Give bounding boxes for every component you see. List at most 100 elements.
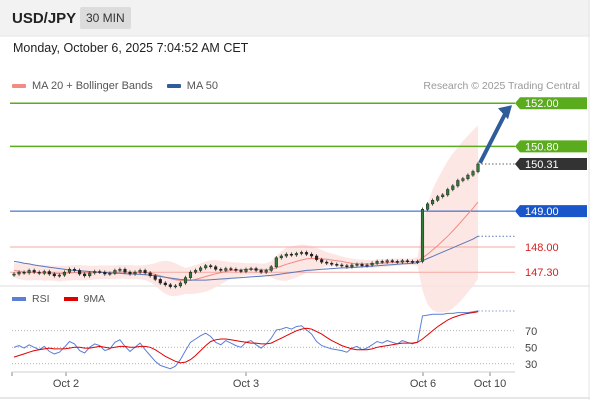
candle <box>153 274 157 282</box>
candle <box>103 270 107 276</box>
candle <box>123 267 127 275</box>
candle <box>431 198 435 206</box>
candle-body <box>163 282 167 286</box>
candle-body <box>123 269 127 273</box>
candle <box>72 267 77 273</box>
level-tag-150-80: 150.80 <box>515 140 587 153</box>
level-tag-150-31: 150.31 <box>515 157 587 171</box>
rsi-tick-label-50: 50 <box>525 342 537 354</box>
interval-badge[interactable]: 30 MIN <box>80 7 131 29</box>
legend-swatch-ma50 <box>166 84 181 88</box>
candle-body <box>360 264 364 266</box>
candle-body <box>441 194 445 197</box>
candle-body <box>17 271 21 275</box>
candle <box>345 263 349 269</box>
candle-body <box>315 255 319 260</box>
candle-body <box>380 261 384 263</box>
candle-body <box>410 261 414 263</box>
candle-body <box>133 271 137 275</box>
rsi-series-9ma <box>13 311 479 364</box>
candle-body <box>375 261 379 264</box>
candle <box>330 261 334 267</box>
candle-body <box>67 269 72 273</box>
candle-body <box>395 261 399 263</box>
level-tag-152-00: 152.00 <box>515 97 587 110</box>
candle-body <box>143 270 147 274</box>
candle <box>83 272 87 278</box>
candle-body <box>138 270 142 273</box>
rsi-legend: RSI 9MA <box>12 293 119 305</box>
candle <box>128 270 132 276</box>
legend-label-rsi: RSI <box>32 293 50 305</box>
candle-body <box>415 261 420 263</box>
candle-body <box>78 270 82 275</box>
candle-body <box>27 270 31 274</box>
candle-body <box>325 261 329 264</box>
candle-body <box>340 264 344 267</box>
level-tag-147-30: 147.30 <box>525 267 559 279</box>
candle-body <box>249 268 253 270</box>
candle-body <box>224 268 228 271</box>
candle-body <box>234 269 238 271</box>
candle <box>163 281 167 287</box>
level-tag-text: 150.31 <box>525 159 559 171</box>
candle-body <box>47 271 51 275</box>
level-tag-bg <box>515 157 587 170</box>
candle-body <box>335 264 339 266</box>
candle <box>380 259 384 264</box>
rsi-tick-label-70: 70 <box>525 326 537 338</box>
candle <box>471 169 475 177</box>
candle-body <box>57 274 61 277</box>
candle <box>62 270 66 277</box>
candle <box>340 263 344 268</box>
candle-body <box>214 266 218 270</box>
candle <box>47 269 51 276</box>
candle <box>259 268 263 275</box>
candle <box>294 251 298 257</box>
candle <box>67 267 72 275</box>
candle-body <box>204 265 208 269</box>
candle <box>183 275 188 285</box>
candle-body <box>219 269 223 271</box>
candle <box>93 269 97 275</box>
candle-body <box>365 264 369 267</box>
candle-body <box>199 267 203 271</box>
candle <box>284 252 288 258</box>
candle <box>148 271 152 278</box>
candle <box>254 266 258 273</box>
candle <box>57 273 61 278</box>
candle-body <box>103 271 107 275</box>
symbol-title: USD/JPY <box>12 10 77 27</box>
forecast-arrow-head <box>498 105 512 120</box>
candle <box>113 268 117 276</box>
candle <box>385 258 389 264</box>
candle-body <box>88 272 92 277</box>
candle-body <box>194 270 198 273</box>
candle <box>118 267 122 273</box>
candle-body <box>32 270 36 273</box>
x-tick-label: Oct 3 <box>233 378 259 390</box>
candle <box>194 268 198 275</box>
candle <box>461 176 465 183</box>
candle-body <box>62 271 66 276</box>
candle-body <box>168 284 172 287</box>
candle-body <box>350 264 354 268</box>
candle-body <box>284 253 288 257</box>
candle-body <box>244 269 248 272</box>
candle <box>436 194 440 203</box>
candle <box>289 252 293 257</box>
candle-body <box>451 185 455 190</box>
candle <box>299 250 304 256</box>
candle-body <box>330 262 334 265</box>
credit-text: Research © 2025 Trading Central <box>423 80 580 92</box>
candle-body <box>148 272 152 277</box>
candle <box>390 258 394 264</box>
candle <box>466 173 470 181</box>
candle-body <box>153 275 157 280</box>
level-tag-text: 149.00 <box>525 206 559 218</box>
x-tick-label: Oct 6 <box>410 378 436 390</box>
candle-body <box>431 200 435 205</box>
candle-body <box>209 265 213 268</box>
